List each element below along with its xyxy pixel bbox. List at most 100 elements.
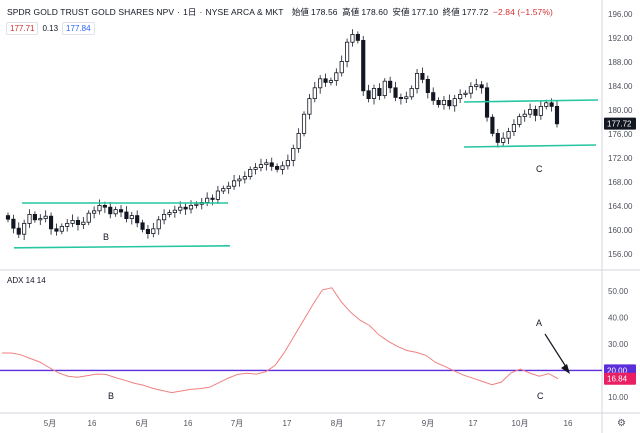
annotation-b-adx: B (108, 391, 114, 401)
candle (22, 222, 27, 235)
candle (501, 137, 506, 143)
price-axis-tick: 196.00 (608, 10, 633, 19)
candle (48, 215, 54, 230)
candle (463, 92, 468, 95)
buy-price-chip[interactable]: 177.84 (62, 22, 95, 35)
symbol-name[interactable]: SPDR GOLD TRUST GOLD SHARES NPV (7, 7, 175, 17)
candle (16, 227, 21, 235)
candle (533, 109, 538, 116)
candle (113, 209, 118, 215)
candle (441, 100, 447, 106)
candle (296, 132, 301, 149)
candle (382, 80, 387, 96)
annotation-arrow-line (544, 333, 569, 371)
annotation-arrow-head (561, 364, 570, 374)
channel-b-lower-line (13, 245, 231, 249)
interval-label[interactable]: 1日 (183, 7, 197, 17)
candle (468, 86, 473, 94)
candle (350, 34, 355, 43)
time-axis-label: 16 (564, 419, 573, 428)
candle (452, 98, 457, 107)
candle (269, 162, 274, 167)
annotation-b-price: B (103, 232, 109, 242)
candle (414, 73, 420, 89)
price-axis-tick: 180.00 (608, 106, 633, 115)
candle (86, 212, 91, 223)
candle (145, 228, 151, 234)
candle (38, 218, 43, 221)
time-axis-label: 8月 (331, 419, 343, 428)
candle (425, 79, 430, 94)
candle (280, 165, 285, 170)
last-price-label: 177.72 (607, 120, 632, 129)
candle (118, 209, 124, 213)
time-axis-label: 9月 (422, 419, 434, 428)
candle (409, 88, 414, 98)
candle (484, 87, 490, 118)
time-axis-label: 17 (469, 419, 478, 428)
time-axis-label: 17 (283, 419, 292, 428)
candle (431, 92, 436, 101)
candle (242, 176, 247, 180)
candle (172, 209, 177, 213)
price-axis-tick: 164.00 (608, 202, 633, 211)
candle (458, 94, 463, 100)
candle (377, 88, 382, 97)
candle (188, 204, 194, 210)
candle (183, 206, 188, 210)
time-axis-label: 17 (377, 419, 386, 428)
change-value: −2.84 (−1.57%) (492, 7, 553, 17)
exchange-label: NYSE ARCA & MKT (205, 7, 284, 17)
annotation-c-price: C (536, 164, 543, 174)
price-axis-tick: 156.00 (608, 250, 633, 259)
ohlc-values: 始値 178.56 高値 178.60 安値 177.10 終値 177.72 −2.8… (290, 7, 553, 17)
bid-ask-bar: 177.71 0.13 177.84 (6, 22, 95, 35)
high-value: 178.60 (361, 7, 388, 17)
open-value: 178.56 (311, 7, 338, 17)
candle (59, 225, 64, 232)
open-label: 始値 (291, 7, 310, 17)
candle (301, 113, 307, 134)
candle (151, 228, 156, 235)
candle (258, 164, 264, 169)
candle (97, 204, 102, 212)
sell-price-chip[interactable]: 177.71 (6, 22, 39, 35)
candle (27, 213, 32, 224)
candle (307, 98, 312, 115)
candle (231, 180, 237, 187)
candle (404, 96, 409, 100)
time-axis-label: 10月 (512, 419, 529, 428)
candle (156, 219, 161, 230)
candle (253, 167, 258, 170)
candle (226, 185, 231, 189)
spread-value: 0.13 (42, 24, 59, 33)
candle (355, 34, 360, 41)
candle (43, 215, 48, 219)
adx-axis-tick: 50.00 (608, 287, 629, 296)
candle (517, 116, 522, 125)
time-axis-label: 16 (184, 419, 193, 428)
gear-icon[interactable]: ⚙ (617, 418, 626, 429)
candle (361, 40, 366, 92)
candle (312, 87, 317, 100)
low-label: 安値 (392, 7, 410, 17)
candle (178, 206, 183, 211)
candle (102, 204, 107, 208)
candle (318, 78, 323, 89)
threshold-label: 20.00 (607, 366, 628, 375)
candle (479, 84, 484, 89)
high-label: 高値 (342, 7, 360, 17)
price-axis-tick: 188.00 (608, 58, 633, 67)
adx-indicator-title[interactable]: ADX 14 14 (7, 276, 46, 285)
chart-legend-header: SPDR GOLD TRUST GOLD SHARES NPV · 1日 · NYSE … (7, 7, 553, 17)
candle (205, 197, 210, 203)
candle (549, 102, 554, 107)
adx-value-label: 16.84 (607, 375, 628, 384)
candle (323, 78, 328, 83)
candle (339, 61, 344, 74)
candle (92, 210, 97, 214)
candle (544, 102, 549, 107)
candle (388, 80, 393, 89)
